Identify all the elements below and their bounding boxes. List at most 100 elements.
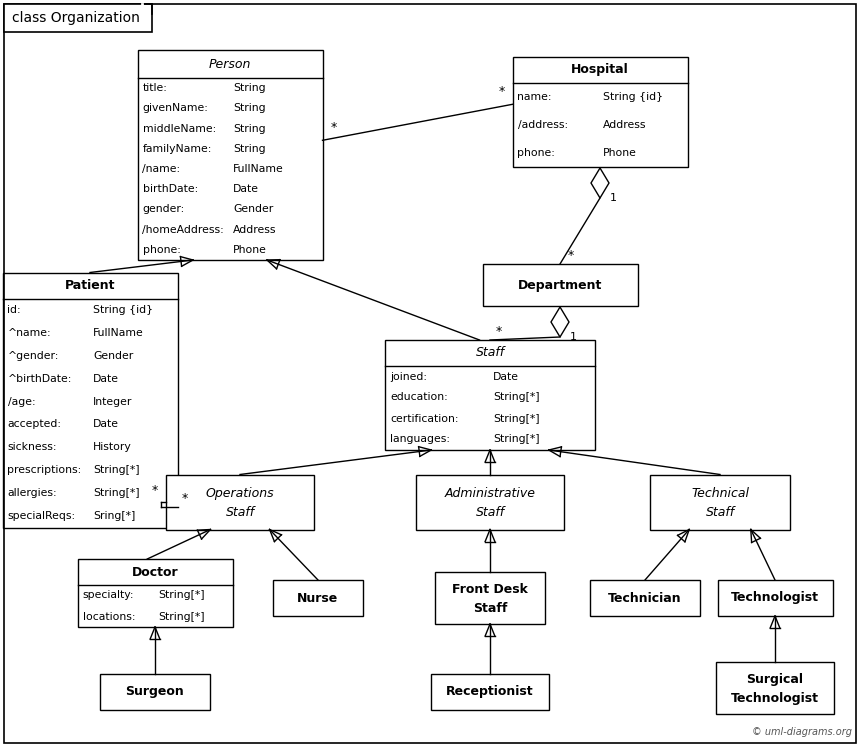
- Text: *: *: [330, 121, 337, 134]
- Text: middleName:: middleName:: [143, 123, 216, 134]
- Text: String: String: [233, 83, 266, 93]
- Text: education:: education:: [390, 392, 448, 403]
- Bar: [416, 474, 564, 530]
- Text: Gender: Gender: [93, 351, 133, 361]
- Text: *: *: [496, 325, 502, 338]
- Text: phone:: phone:: [143, 245, 181, 255]
- Text: String[*]: String[*]: [493, 414, 539, 424]
- Polygon shape: [591, 168, 609, 198]
- Text: Patient: Patient: [64, 279, 115, 292]
- Text: String {id}: String {id}: [603, 92, 663, 102]
- Text: sickness:: sickness:: [8, 442, 57, 453]
- Bar: [77, 559, 232, 627]
- Text: String {id}: String {id}: [93, 305, 153, 315]
- Text: Staff: Staff: [473, 602, 507, 615]
- Text: String: String: [233, 143, 266, 154]
- Text: ^birthDate:: ^birthDate:: [8, 374, 72, 384]
- Text: Staff: Staff: [705, 506, 734, 519]
- Text: Address: Address: [603, 120, 647, 130]
- Bar: [100, 674, 210, 710]
- Text: Phone: Phone: [233, 245, 267, 255]
- Text: Front Desk: Front Desk: [452, 583, 528, 596]
- Text: Staff: Staff: [225, 506, 255, 519]
- Text: Operations: Operations: [206, 487, 274, 500]
- Text: Hospital: Hospital: [571, 63, 629, 76]
- Text: name:: name:: [518, 92, 552, 102]
- Text: *: *: [152, 484, 158, 497]
- Text: givenName:: givenName:: [143, 103, 208, 114]
- Text: String[*]: String[*]: [158, 612, 205, 622]
- Text: String[*]: String[*]: [493, 392, 539, 403]
- Text: History: History: [93, 442, 132, 453]
- Bar: [482, 264, 637, 306]
- Text: /homeAddress:: /homeAddress:: [143, 225, 224, 235]
- Text: title:: title:: [143, 83, 168, 93]
- Bar: [273, 580, 363, 616]
- Text: locations:: locations:: [83, 612, 135, 622]
- Text: Doctor: Doctor: [132, 565, 178, 578]
- Text: *: *: [568, 249, 574, 262]
- Text: allergies:: allergies:: [8, 488, 57, 498]
- Text: Nurse: Nurse: [298, 592, 339, 604]
- Text: Department: Department: [518, 279, 602, 291]
- Text: Integer: Integer: [93, 397, 132, 406]
- Text: Technical: Technical: [691, 487, 749, 500]
- Text: String[*]: String[*]: [493, 435, 539, 444]
- Bar: [590, 580, 700, 616]
- Text: /address:: /address:: [518, 120, 568, 130]
- Text: specialty:: specialty:: [83, 590, 134, 601]
- Text: gender:: gender:: [143, 205, 185, 214]
- Text: Phone: Phone: [603, 148, 637, 158]
- Text: 1: 1: [570, 332, 577, 342]
- Text: prescriptions:: prescriptions:: [8, 465, 82, 475]
- Text: /age:: /age:: [8, 397, 35, 406]
- Text: String[*]: String[*]: [158, 590, 205, 601]
- Text: Receptionist: Receptionist: [446, 686, 534, 698]
- Text: Sring[*]: Sring[*]: [93, 511, 135, 521]
- Text: String: String: [233, 103, 266, 114]
- Text: String[*]: String[*]: [93, 488, 139, 498]
- Text: Gender: Gender: [233, 205, 273, 214]
- Text: 1: 1: [610, 193, 617, 203]
- Text: Technologist: Technologist: [731, 592, 819, 604]
- Text: FullName: FullName: [233, 164, 284, 174]
- Text: Date: Date: [233, 185, 259, 194]
- Text: Surgeon: Surgeon: [126, 686, 184, 698]
- Text: specialReqs:: specialReqs:: [8, 511, 76, 521]
- Text: Staff: Staff: [476, 506, 505, 519]
- Text: Technologist: Technologist: [731, 692, 819, 705]
- Text: Address: Address: [233, 225, 277, 235]
- Bar: [3, 273, 177, 527]
- Text: ^gender:: ^gender:: [8, 351, 58, 361]
- Bar: [4, 4, 152, 32]
- Text: accepted:: accepted:: [8, 420, 62, 430]
- Text: phone:: phone:: [518, 148, 556, 158]
- Bar: [385, 340, 595, 450]
- Text: *: *: [181, 492, 187, 505]
- Bar: [716, 662, 834, 714]
- Bar: [435, 572, 545, 624]
- Text: class Organization: class Organization: [12, 11, 140, 25]
- Text: id:: id:: [8, 305, 22, 315]
- Bar: [166, 474, 314, 530]
- Text: String[*]: String[*]: [93, 465, 139, 475]
- Text: certification:: certification:: [390, 414, 458, 424]
- Text: ^name:: ^name:: [8, 328, 51, 338]
- Bar: [431, 674, 549, 710]
- Bar: [138, 50, 322, 260]
- Text: String: String: [233, 123, 266, 134]
- Bar: [650, 474, 790, 530]
- Text: Technician: Technician: [608, 592, 682, 604]
- Text: Administrative: Administrative: [445, 487, 536, 500]
- Bar: [513, 57, 687, 167]
- Text: Date: Date: [93, 374, 119, 384]
- Text: FullName: FullName: [93, 328, 144, 338]
- Text: Date: Date: [93, 420, 119, 430]
- Text: *: *: [498, 85, 505, 99]
- Text: © uml-diagrams.org: © uml-diagrams.org: [752, 727, 852, 737]
- Text: Staff: Staff: [476, 347, 505, 359]
- Text: languages:: languages:: [390, 435, 450, 444]
- Polygon shape: [551, 307, 569, 337]
- Text: Surgical: Surgical: [746, 673, 803, 686]
- Text: joined:: joined:: [390, 371, 427, 382]
